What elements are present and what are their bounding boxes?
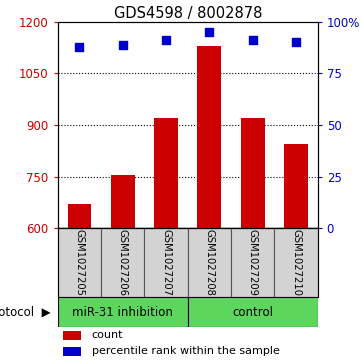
Bar	[58, 228, 101, 297]
Text: miR-31 inhibition: miR-31 inhibition	[72, 306, 173, 319]
Bar	[111, 175, 135, 228]
Text: GSM1027208: GSM1027208	[204, 229, 214, 296]
Bar	[144, 228, 188, 297]
Bar	[63, 347, 81, 356]
Point	[163, 37, 169, 43]
Title: GDS4598 / 8002878: GDS4598 / 8002878	[113, 5, 262, 21]
Point	[120, 42, 126, 48]
Bar	[58, 297, 188, 327]
Point	[293, 40, 299, 45]
Bar	[197, 46, 221, 228]
Bar	[188, 228, 231, 297]
Bar	[101, 228, 144, 297]
Text: control: control	[232, 306, 273, 319]
Text: count: count	[92, 330, 123, 340]
Bar	[154, 118, 178, 228]
Text: percentile rank within the sample: percentile rank within the sample	[92, 346, 279, 356]
Bar	[63, 331, 81, 340]
Text: GSM1027206: GSM1027206	[118, 229, 128, 297]
Point	[77, 44, 82, 49]
Bar	[68, 204, 91, 228]
Bar	[284, 144, 308, 228]
Text: GSM1027210: GSM1027210	[291, 229, 301, 297]
Bar	[231, 228, 274, 297]
Bar	[274, 228, 318, 297]
Point	[206, 29, 212, 35]
Bar	[188, 297, 318, 327]
Text: GSM1027205: GSM1027205	[74, 229, 84, 297]
Bar	[241, 118, 265, 228]
Text: GSM1027209: GSM1027209	[248, 229, 258, 297]
Text: GSM1027207: GSM1027207	[161, 229, 171, 297]
Point	[250, 37, 256, 43]
Text: protocol  ▶: protocol ▶	[0, 306, 51, 319]
